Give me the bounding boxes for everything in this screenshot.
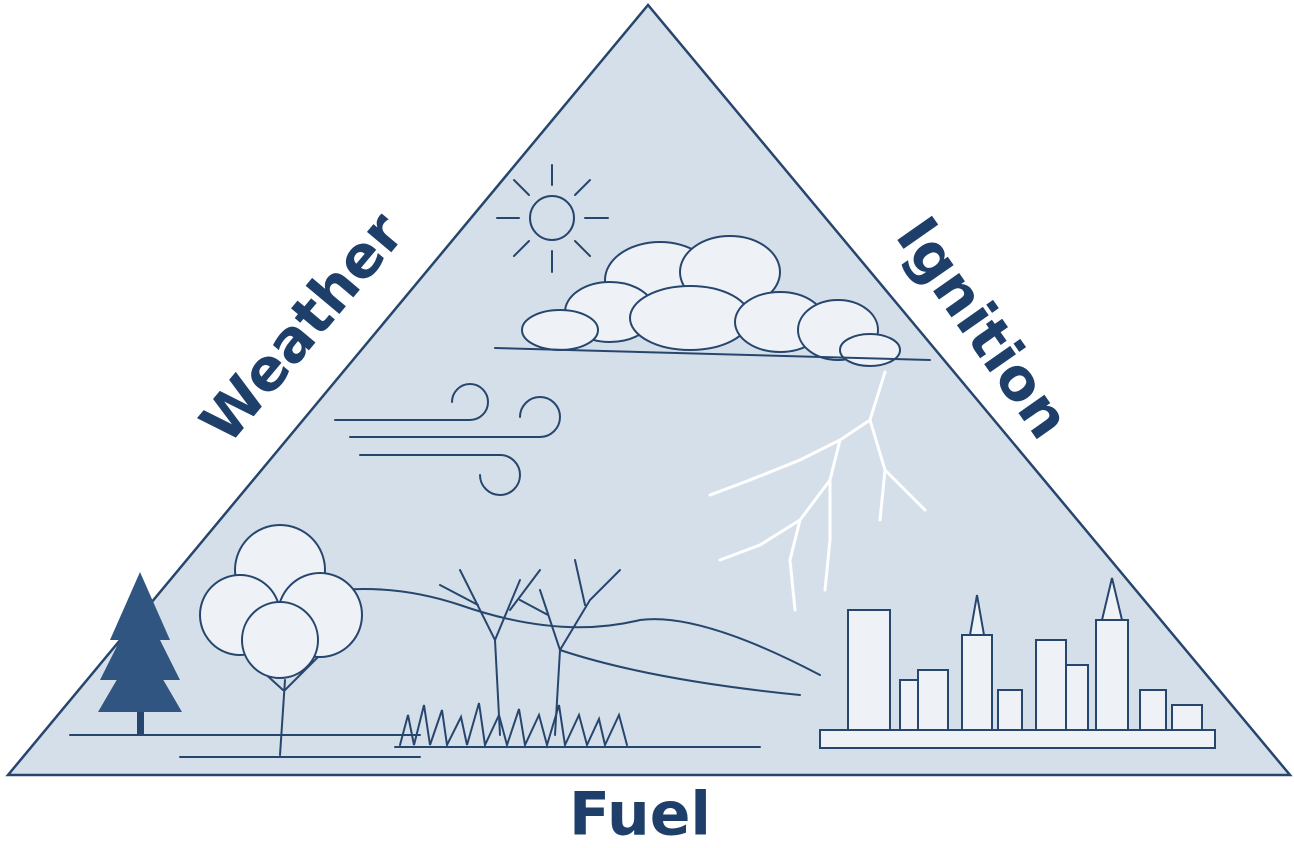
fuel-label: Fuel bbox=[569, 780, 711, 848]
fire-triangle-diagram: Weather Ignition Fuel bbox=[0, 0, 1294, 848]
page: {"labels": {"left": "Weather", "right": … bbox=[0, 0, 1294, 848]
